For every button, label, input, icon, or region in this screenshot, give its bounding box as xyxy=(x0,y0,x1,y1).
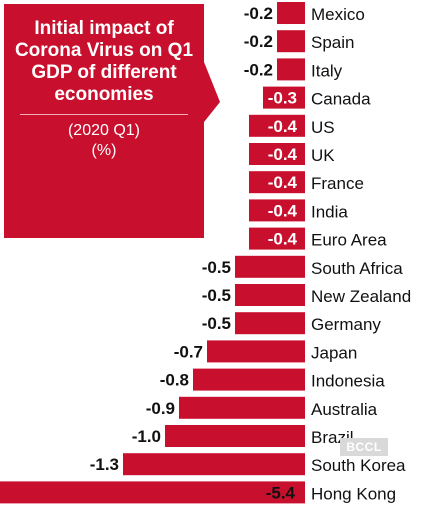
bar-south-korea xyxy=(123,453,305,476)
category-label: India xyxy=(311,202,348,221)
bar-uk xyxy=(249,143,305,165)
bar-germany xyxy=(235,312,305,335)
category-label: Hong Kong xyxy=(311,484,396,503)
category-label: New Zealand xyxy=(311,287,411,306)
bar-hong-kong xyxy=(0,481,305,504)
value-label: -0.8 xyxy=(160,371,189,390)
callout-divider xyxy=(20,114,188,115)
value-label: -0.5 xyxy=(202,314,231,333)
value-label: -0.4 xyxy=(268,145,298,164)
value-label: -1.3 xyxy=(90,455,119,474)
value-label: -0.3 xyxy=(268,89,297,108)
value-label: -1.0 xyxy=(132,427,161,446)
bar-new-zealand xyxy=(235,284,305,306)
bar-us xyxy=(249,114,305,137)
bar-spain xyxy=(277,30,305,53)
category-label: France xyxy=(311,174,364,193)
bar-brazil xyxy=(165,425,305,447)
chart-unit: (%) xyxy=(91,142,117,159)
bar-euro-area xyxy=(249,227,305,250)
bar-italy xyxy=(277,58,305,81)
bar-indonesia xyxy=(193,368,305,391)
category-label: US xyxy=(311,118,335,137)
value-label: -5.4 xyxy=(266,483,296,502)
value-label: -0.2 xyxy=(244,4,273,23)
bar-mexico xyxy=(277,2,305,24)
category-label: UK xyxy=(311,146,335,165)
bccl-watermark: BCCL xyxy=(340,438,388,456)
category-label: Japan xyxy=(311,343,357,362)
category-label: Australia xyxy=(311,400,378,419)
category-label: Mexico xyxy=(311,5,365,24)
value-label: -0.5 xyxy=(202,286,231,305)
category-label: Canada xyxy=(311,90,371,109)
value-label: -0.4 xyxy=(268,201,298,220)
value-label: -0.4 xyxy=(268,230,298,249)
value-label: -0.9 xyxy=(146,399,175,418)
category-label: Euro Area xyxy=(311,231,387,250)
chart-title-callout: Initial impact of Corona Virus on Q1 GDP… xyxy=(4,4,204,238)
callout-pointer xyxy=(204,62,220,122)
value-label: -0.2 xyxy=(244,32,273,51)
category-label: South Africa xyxy=(311,259,403,278)
category-label: Spain xyxy=(311,33,354,52)
chart-period: (2020 Q1) xyxy=(67,122,141,139)
value-label: -0.7 xyxy=(174,342,203,361)
bar-france xyxy=(249,171,305,194)
bar-australia xyxy=(179,396,305,419)
bar-south-africa xyxy=(235,255,305,278)
value-label: -0.2 xyxy=(244,60,273,79)
chart-title: Initial impact of Corona Virus on Q1 GDP… xyxy=(14,18,194,105)
value-label: -0.4 xyxy=(268,117,298,136)
value-label: -0.4 xyxy=(268,173,298,192)
bar-india xyxy=(249,199,305,222)
category-label: Italy xyxy=(311,61,343,80)
value-label: -0.5 xyxy=(202,258,231,277)
bar-canada xyxy=(263,86,305,109)
category-label: South Korea xyxy=(311,456,406,475)
category-label: Germany xyxy=(311,315,381,334)
bar-japan xyxy=(207,340,305,363)
category-label: Indonesia xyxy=(311,372,385,391)
